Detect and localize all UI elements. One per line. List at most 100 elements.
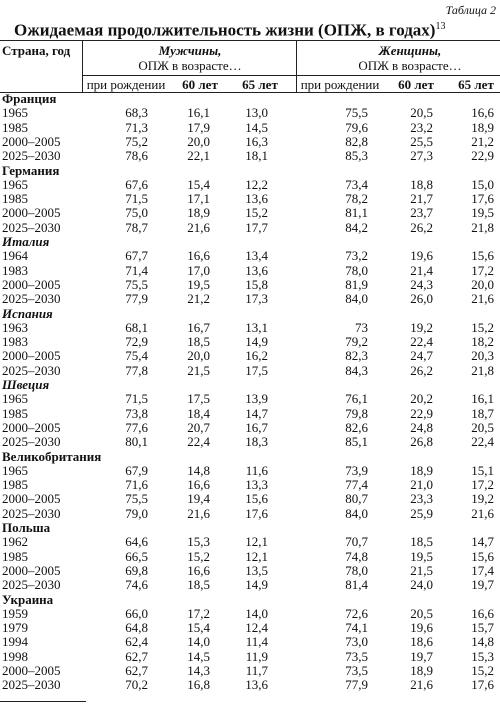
- cell: 66,0: [125, 605, 148, 621]
- cell: 18,2: [471, 334, 494, 350]
- cell: 19,6: [410, 248, 433, 264]
- cell: 15,6: [471, 248, 494, 264]
- cell: 13,4: [245, 248, 268, 264]
- row-label: 2000–2005: [2, 663, 61, 678]
- cell: 15,2: [471, 663, 494, 678]
- row-label: 2000–2005: [2, 491, 61, 507]
- cell: 64,6: [125, 534, 148, 550]
- cell: 19,7: [410, 648, 433, 664]
- country: Германия: [2, 162, 60, 178]
- cell: 13,3: [245, 477, 268, 493]
- cell: 67,7: [125, 248, 148, 264]
- cell: 20,0: [187, 133, 210, 149]
- cell: 21,6: [187, 505, 210, 521]
- cell: 18,5: [187, 577, 210, 593]
- cell: 16,1: [471, 391, 494, 407]
- cell: 20,7: [187, 419, 210, 435]
- cell: 27,3: [410, 148, 433, 164]
- cell: 85,1: [345, 434, 368, 450]
- cell: 82,8: [345, 133, 368, 149]
- cell: 82,6: [345, 419, 368, 435]
- cell: 26,0: [410, 291, 433, 307]
- cell: 16,6: [187, 562, 210, 578]
- cell: 14,8: [187, 462, 210, 478]
- cell: 18,9: [187, 205, 210, 221]
- cell: 19,4: [187, 491, 210, 507]
- cell: 11,7: [245, 663, 268, 678]
- cell: 73,9: [345, 462, 368, 478]
- cell: 80,1: [125, 434, 148, 450]
- cell: 17,6: [471, 191, 494, 207]
- cell: 13,6: [245, 191, 268, 207]
- cell: 13,9: [245, 391, 268, 407]
- cell: 24,3: [410, 276, 433, 292]
- cell: 21,6: [471, 291, 494, 307]
- row-label: 1964: [2, 248, 28, 264]
- cell: 20,5: [410, 105, 433, 121]
- cell: 21,5: [187, 362, 210, 378]
- cell: 17,4: [471, 562, 494, 578]
- subcolumn: 65 лет: [242, 77, 278, 92]
- cell: 73,0: [345, 634, 368, 650]
- cell: 19,6: [410, 620, 433, 636]
- cell: 12,4: [245, 620, 268, 636]
- rule: [0, 40, 500, 41]
- cell: 69,8: [125, 562, 148, 578]
- cell: 75,5: [345, 105, 368, 121]
- cell: 13,1: [245, 319, 268, 335]
- cell: 67,9: [125, 462, 148, 478]
- country: Испания: [2, 305, 53, 321]
- cell: 16,2: [245, 348, 268, 364]
- cell: 15,7: [471, 620, 494, 636]
- cell: 21,2: [187, 291, 210, 307]
- row-label: 2000–2005: [2, 562, 61, 578]
- row-label: 2025–2030: [2, 434, 61, 450]
- cell: 81,4: [345, 577, 368, 593]
- cell: 22,9: [410, 405, 433, 421]
- cell: 67,6: [125, 176, 148, 192]
- country: Италия: [2, 234, 50, 249]
- cell: 11,4: [245, 634, 268, 650]
- row-label: 1994: [2, 634, 28, 650]
- cell: 18,9: [410, 663, 433, 678]
- cell: 19,5: [187, 276, 210, 292]
- cell: 73,2: [345, 248, 368, 264]
- cell: 17,0: [187, 262, 210, 278]
- cell: 74,6: [125, 577, 148, 593]
- cell: 71,3: [125, 119, 148, 135]
- cell: 20,3: [471, 348, 494, 364]
- row-label: 2025–2030: [2, 219, 61, 235]
- cell: 17,6: [471, 677, 494, 693]
- cell: 26,2: [410, 219, 433, 235]
- cell: 14,3: [187, 663, 210, 678]
- cell: 24,0: [410, 577, 433, 593]
- cell: 72,9: [125, 334, 148, 350]
- country: Польша: [2, 520, 51, 535]
- cell: 21,8: [471, 362, 494, 378]
- cell: 18,5: [410, 534, 433, 550]
- cell: 26,8: [410, 434, 433, 450]
- cell: 20,0: [471, 276, 494, 292]
- cell: 12,1: [245, 534, 268, 550]
- group-sub: ОПЖ в возрасте…: [138, 58, 242, 73]
- cell: 22,4: [410, 334, 433, 350]
- cell: 76,1: [345, 391, 368, 407]
- cell: 20,5: [471, 419, 494, 435]
- cell: 21,8: [471, 219, 494, 235]
- cell: 80,7: [345, 491, 368, 507]
- cell: 25,9: [410, 505, 433, 521]
- cell: 24,7: [410, 348, 433, 364]
- cell: 15,0: [471, 176, 494, 192]
- row-label: 1962: [2, 534, 28, 550]
- cell: 21,7: [410, 191, 433, 207]
- cell: 16,8: [187, 677, 210, 693]
- cell: 18,3: [245, 434, 268, 450]
- cell: 71,6: [125, 477, 148, 493]
- cell: 15,2: [245, 205, 268, 221]
- cell: 14,7: [471, 534, 494, 550]
- cell: 84,0: [345, 505, 368, 521]
- cell: 22,1: [187, 148, 210, 164]
- cell: 64,8: [125, 620, 148, 636]
- row-label: 1985: [2, 405, 28, 421]
